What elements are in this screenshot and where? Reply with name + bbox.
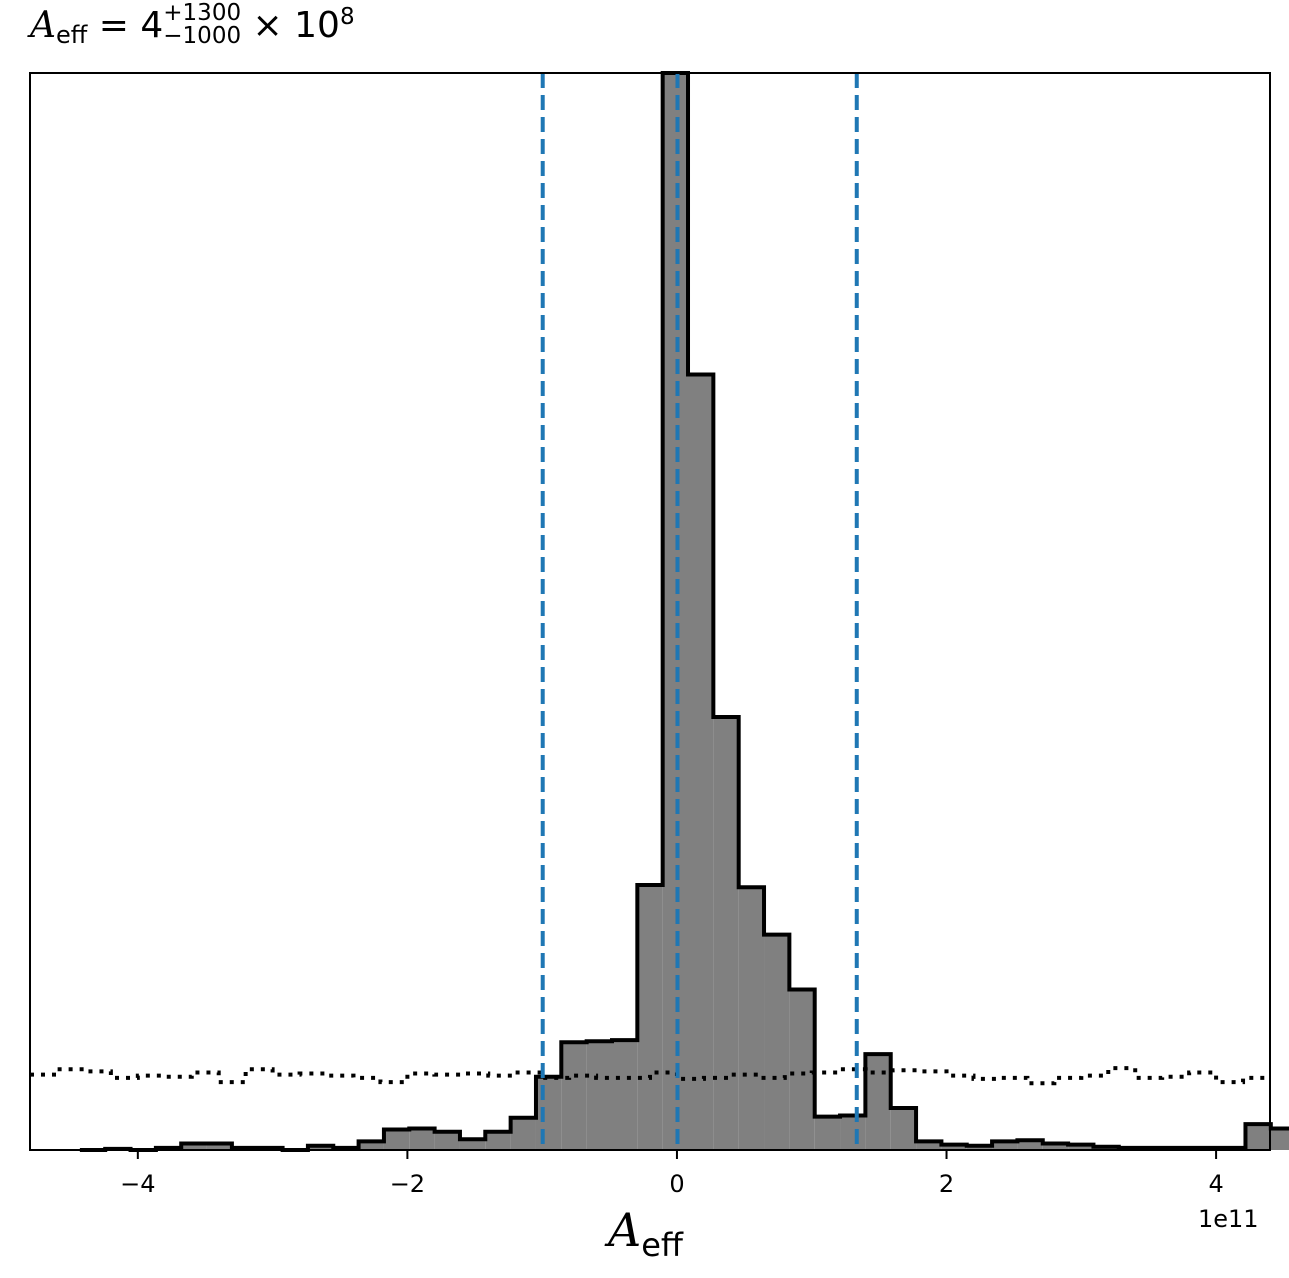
histogram-bar	[764, 934, 790, 1150]
histogram-bar	[1245, 1124, 1271, 1150]
histogram-bar	[358, 1141, 384, 1150]
histogram-bar	[1068, 1144, 1094, 1150]
histogram-bar	[459, 1139, 486, 1150]
histogram-bar	[206, 1143, 232, 1150]
title-exp: 8	[339, 4, 355, 30]
histogram-bar	[992, 1141, 1018, 1150]
x-tick-label: 2	[939, 1170, 954, 1198]
histogram-bar	[916, 1141, 942, 1150]
histogram-bar	[434, 1131, 460, 1150]
x-axis-offset-label: 1e11	[1198, 1205, 1259, 1233]
histogram-bar	[890, 1107, 917, 1150]
histogram-bar	[688, 374, 714, 1150]
histogram-bar	[535, 1076, 562, 1150]
histogram-bar	[510, 1117, 536, 1150]
histogram-bar	[789, 989, 815, 1150]
histogram-bar	[1042, 1143, 1069, 1150]
histogram-bar	[307, 1145, 334, 1150]
histogram-bar	[586, 1041, 612, 1150]
histogram-bar	[485, 1131, 511, 1150]
histogram-bar	[966, 1145, 993, 1150]
histogram-bar	[561, 1042, 587, 1150]
histogram-bar	[1017, 1140, 1043, 1150]
title-symbol-sub: eff	[56, 21, 88, 49]
plot-frame	[29, 72, 1271, 1151]
histogram-bar	[840, 1115, 866, 1150]
histogram-bar	[383, 1129, 410, 1150]
xlabel-symbol-sub: eff	[641, 1226, 683, 1264]
title-tail: × 10	[252, 5, 340, 46]
x-tick-label: 0	[669, 1170, 684, 1198]
histogram-bar	[941, 1144, 967, 1150]
title-sup: +1300	[163, 0, 242, 26]
x-tick-label: 4	[1208, 1170, 1223, 1198]
histogram-bar	[637, 885, 663, 1150]
x-tick-label: −4	[120, 1170, 155, 1198]
histogram-bar	[611, 1040, 638, 1150]
histogram-bar	[1270, 1128, 1289, 1150]
histogram-outline	[79, 71, 1289, 1152]
title-equals: = 4	[98, 5, 164, 46]
xlabel-symbol: A	[608, 1203, 642, 1257]
histogram-bar	[713, 717, 739, 1150]
histogram-bar	[814, 1116, 841, 1150]
title-sub: −1000	[163, 23, 242, 49]
x-tick-label: −2	[390, 1170, 425, 1198]
histogram-bar	[662, 73, 689, 1150]
histogram-bar	[181, 1143, 207, 1150]
histogram-bar	[409, 1128, 435, 1150]
title-errors: +1300 −1000	[163, 2, 241, 48]
histogram-bar	[738, 887, 765, 1150]
title-symbol: A	[30, 5, 56, 46]
x-axis-label: Aeff	[608, 1203, 683, 1264]
chart-title: Aeff = 4 +1300 −1000 × 108	[30, 2, 355, 50]
histogram-bar	[865, 1054, 891, 1150]
